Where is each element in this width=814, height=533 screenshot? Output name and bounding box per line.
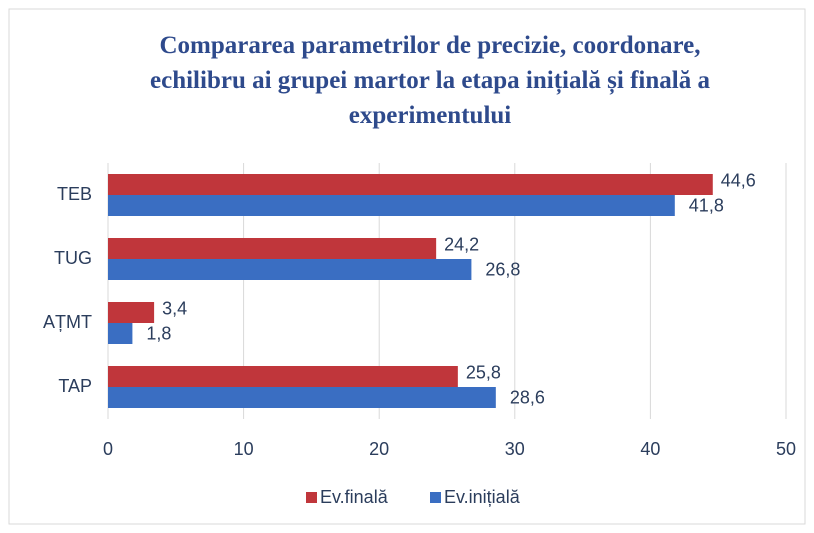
x-tick-label: 50 [776,439,796,459]
value-label: 24,2 [444,234,479,254]
bar [108,323,133,344]
bar [108,174,713,195]
bar [108,238,437,259]
y-tick-label: TEB [57,184,92,204]
y-tick-label: TUG [54,248,92,268]
chart-title: Compararea parametrilor de precizie, coo… [150,32,710,129]
bar [108,387,496,408]
bar [108,259,472,280]
bar [108,366,458,387]
value-label: 28,6 [510,387,545,407]
legend-swatch [306,492,317,503]
bar [108,302,155,323]
x-tick-label: 30 [505,439,525,459]
value-label: 25,8 [466,362,501,382]
value-label: 1,8 [146,323,171,343]
y-tick-label: TAP [58,376,92,396]
legend-label: Ev.inițială [444,487,521,507]
value-label: 3,4 [162,298,187,318]
x-tick-label: 10 [234,439,254,459]
bar [108,195,675,216]
chart-border [8,8,806,525]
y-tick-label: AȚMT [43,312,92,332]
value-label: 41,8 [689,195,724,215]
value-label: 44,6 [721,170,756,190]
x-tick-label: 40 [640,439,660,459]
x-tick-label: 20 [369,439,389,459]
legend-label: Ev.finală [320,487,389,507]
x-tick-label: 0 [103,439,113,459]
legend-swatch [430,492,441,503]
value-label: 26,8 [485,259,520,279]
